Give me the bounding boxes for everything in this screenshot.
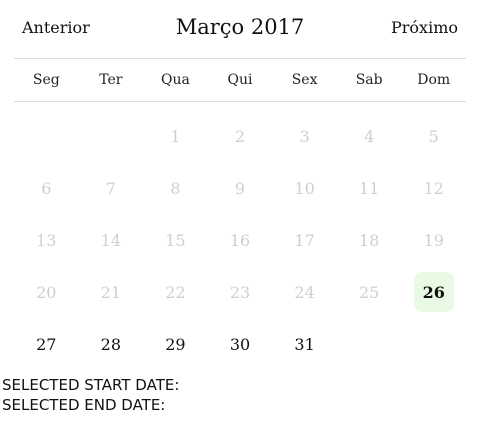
day-cell: 9 — [208, 162, 273, 214]
day-19: 19 — [423, 230, 444, 250]
day-cell: 5 — [401, 110, 466, 162]
day-cell: 19 — [401, 214, 466, 266]
day-28[interactable]: 28 — [100, 334, 122, 354]
day-26[interactable]: 26 — [413, 272, 454, 312]
day-23: 23 — [229, 282, 251, 302]
day-12: 12 — [423, 178, 444, 198]
day-cell: 6 — [14, 162, 79, 214]
day-25: 25 — [358, 282, 380, 302]
day-cell: 27 — [14, 318, 79, 370]
weekday-label: Seg — [32, 72, 60, 88]
day-cell: 1 — [143, 110, 208, 162]
weekday-header-row: Seg Ter Qua Qui Sex Sab Dom — [14, 60, 466, 100]
day-cell: 16 — [208, 214, 273, 266]
day-cell: 8 — [143, 162, 208, 214]
day-cell: 14 — [79, 214, 144, 266]
day-cell: 3 — [272, 110, 337, 162]
weekday-label: Sab — [355, 72, 383, 88]
day-13: 13 — [36, 230, 57, 250]
weekday-label: Qui — [227, 72, 253, 88]
week-row: 6 7 8 9 10 11 12 — [14, 162, 466, 214]
day-cell: 15 — [143, 214, 208, 266]
day-7: 7 — [105, 178, 116, 198]
weekday-label: Ter — [99, 72, 123, 88]
day-cell — [14, 110, 79, 162]
day-cell: 7 — [79, 162, 144, 214]
day-10: 10 — [294, 178, 315, 198]
day-cell: 11 — [337, 162, 402, 214]
previous-month-button[interactable]: Anterior — [22, 18, 90, 37]
day-cell — [337, 318, 402, 370]
day-21: 21 — [100, 282, 122, 302]
day-11: 11 — [358, 178, 380, 198]
day-cell: 22 — [143, 266, 208, 318]
day-cell: 29 — [143, 318, 208, 370]
day-4: 4 — [364, 126, 375, 146]
weekday-divider — [14, 101, 466, 102]
day-20: 20 — [36, 282, 57, 302]
day-2: 2 — [234, 126, 246, 146]
day-cell: 24 — [272, 266, 337, 318]
day-14: 14 — [100, 230, 122, 250]
day-cell: 31 — [272, 318, 337, 370]
day-cell: 17 — [272, 214, 337, 266]
day-1: 1 — [170, 126, 181, 146]
selection-status: SELECTED START DATE: SELECTED END DATE: — [2, 375, 179, 415]
week-row: 20 21 22 23 24 25 26 — [14, 266, 466, 318]
week-row: 1 2 3 4 5 — [14, 110, 466, 162]
day-cell: 10 — [272, 162, 337, 214]
day-29[interactable]: 29 — [165, 334, 186, 354]
day-15: 15 — [165, 230, 186, 250]
day-cell: 12 — [401, 162, 466, 214]
day-27[interactable]: 27 — [36, 334, 57, 354]
day-3: 3 — [299, 126, 310, 146]
day-31[interactable]: 31 — [294, 334, 315, 354]
weekday-label: Dom — [417, 72, 451, 88]
weekday-label: Sex — [291, 72, 318, 88]
day-cell: 30 — [208, 318, 273, 370]
day-cell: 4 — [337, 110, 402, 162]
day-8: 8 — [170, 178, 181, 198]
day-18: 18 — [358, 230, 380, 250]
day-cell: 20 — [14, 266, 79, 318]
day-cell: 21 — [79, 266, 144, 318]
week-row: 13 14 15 16 17 18 19 — [14, 214, 466, 266]
day-17: 17 — [294, 230, 315, 250]
day-cell: 26 — [401, 266, 466, 318]
day-22: 22 — [165, 282, 186, 302]
day-cell: 28 — [79, 318, 144, 370]
day-cell — [79, 110, 144, 162]
weekday-label: Qua — [161, 72, 190, 88]
day-cell: 2 — [208, 110, 273, 162]
day-cell: 18 — [337, 214, 402, 266]
calendar-header: Anterior Março 2017 Próximo — [0, 0, 480, 58]
day-grid: 1 2 3 4 5 6 7 8 9 10 11 12 13 14 15 16 17 18 19 20 21 22 23 24 2… — [14, 110, 466, 370]
day-cell: 13 — [14, 214, 79, 266]
day-5: 5 — [428, 126, 439, 146]
week-row: 27 28 29 30 31 — [14, 318, 466, 370]
day-cell: 23 — [208, 266, 273, 318]
day-cell: 25 — [337, 266, 402, 318]
day-30[interactable]: 30 — [229, 334, 251, 354]
day-9: 9 — [234, 178, 246, 198]
selected-end-date-label: SELECTED END DATE: — [2, 396, 166, 414]
day-16: 16 — [229, 230, 251, 250]
header-divider — [14, 58, 466, 59]
day-24: 24 — [294, 282, 315, 302]
day-6: 6 — [41, 178, 52, 198]
month-title: Março 2017 — [175, 15, 305, 39]
selected-start-date-label: SELECTED START DATE: — [2, 376, 180, 394]
next-month-button[interactable]: Próximo — [391, 18, 458, 37]
day-cell — [401, 318, 466, 370]
